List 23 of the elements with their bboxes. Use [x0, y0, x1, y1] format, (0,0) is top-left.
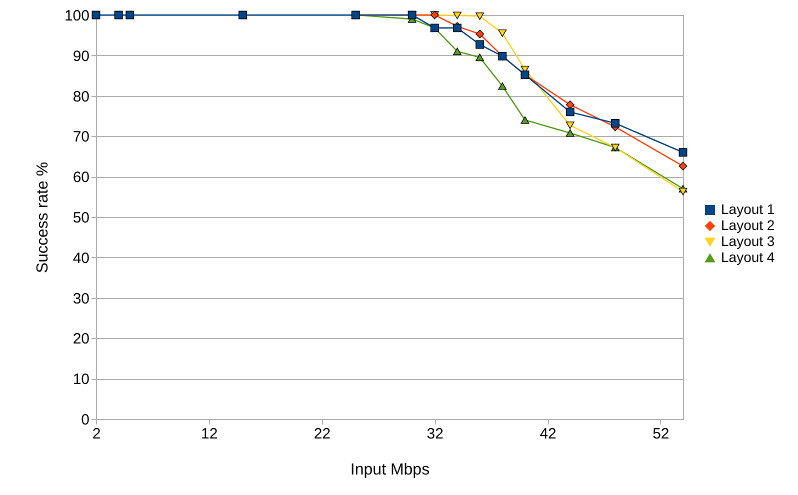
y-tick-label: 70 [72, 128, 90, 146]
x-tick-label: 52 [652, 426, 670, 442]
x-axis-title: Input Mbps [350, 462, 430, 478]
y-tick-label: 80 [72, 88, 90, 106]
legend-label: Layout 4 [721, 249, 775, 265]
legend-label: Layout 2 [721, 217, 775, 233]
legend-label: Layout 1 [721, 201, 775, 217]
legend-label: Layout 3 [721, 233, 775, 249]
y-tick-label: 100 [64, 8, 90, 24]
y-axis-title: Success rate % [34, 162, 52, 274]
y-tick-label: 40 [72, 250, 90, 267]
y-tick-label: 50 [72, 210, 90, 226]
y-tick-label: 90 [72, 48, 90, 65]
x-tick-label: 32 [426, 426, 444, 442]
y-tick-label: 60 [72, 169, 90, 186]
x-tick-label: 12 [201, 426, 218, 442]
y-tick-label: 10 [72, 371, 90, 388]
y-tick-label: 0 [81, 412, 90, 428]
x-tick-label: 2 [92, 426, 101, 442]
y-tick-label: 20 [72, 330, 90, 348]
x-tick-label: 42 [540, 426, 556, 442]
y-tick-label: 30 [72, 290, 90, 308]
x-tick-label: 22 [314, 426, 331, 442]
